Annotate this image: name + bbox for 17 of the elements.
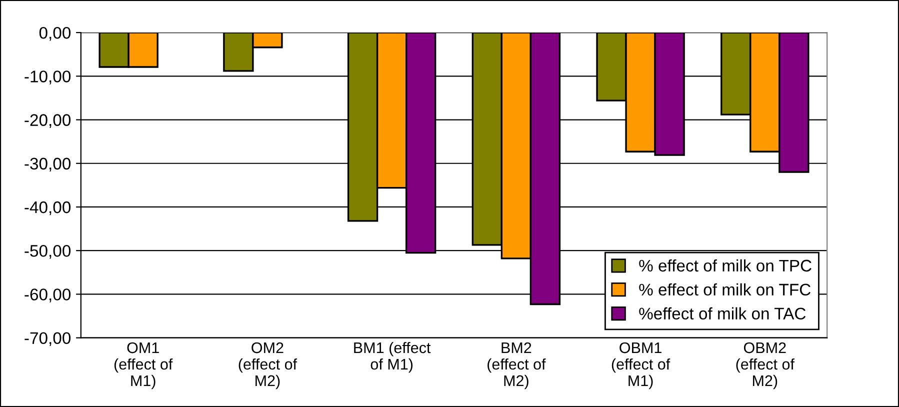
legend-label: %effect of milk on TAC	[639, 307, 806, 320]
x-tick-label: BM1 (effect of M1)	[354, 342, 431, 373]
x-tick-label: OM1 (effect of M1)	[114, 342, 173, 390]
y-tick-label: -10,00	[24, 70, 71, 84]
y-tick-label: -50,00	[24, 244, 71, 259]
y-tick-label: -30,00	[24, 158, 71, 172]
x-tick-label: OBM2 (effect of M2)	[736, 342, 795, 390]
y-tick-label: 0,00	[39, 26, 71, 41]
legend-label: % effect of milk on TFC	[639, 283, 811, 296]
y-tick-label: -20,00	[24, 114, 71, 128]
y-tick-label: -60,00	[24, 288, 71, 302]
y-tick-label: -40,00	[24, 201, 71, 216]
x-tick-label: BM2 (effect of M2)	[488, 342, 546, 390]
x-tick-label: OBM1 (effect of M1)	[612, 342, 670, 390]
x-tick-label: OM2 (effect of M2)	[238, 342, 298, 390]
y-tick-label: -70,00	[24, 332, 71, 346]
legend-label: % effect of milk on TPC	[639, 259, 812, 272]
